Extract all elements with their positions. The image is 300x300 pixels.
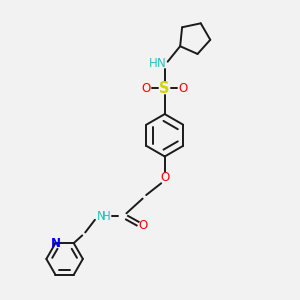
Text: O: O (178, 82, 188, 95)
Text: H: H (102, 210, 111, 223)
Text: N: N (50, 237, 61, 250)
Text: O: O (138, 219, 147, 232)
Text: N: N (97, 210, 105, 223)
Text: O: O (160, 172, 169, 184)
Text: O: O (142, 82, 151, 95)
Text: N: N (157, 57, 166, 70)
Text: S: S (160, 81, 170, 96)
Text: H: H (149, 57, 158, 70)
